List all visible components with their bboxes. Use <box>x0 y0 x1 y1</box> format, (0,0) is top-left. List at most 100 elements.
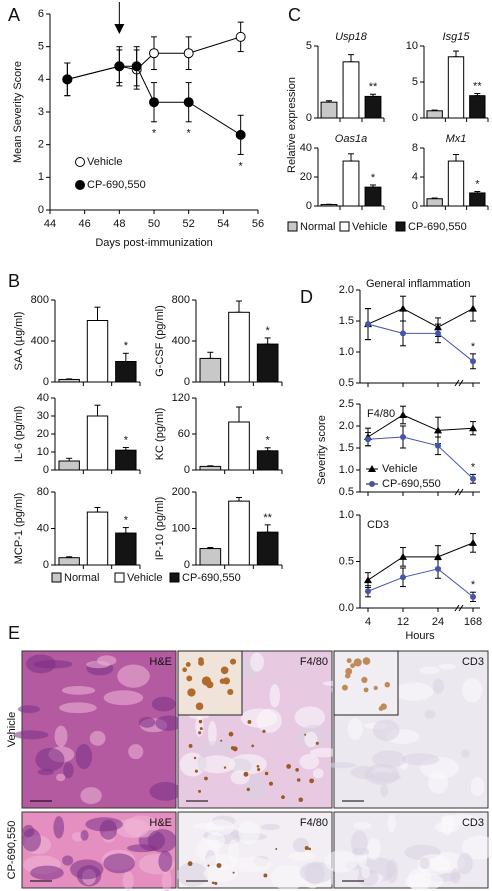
tissue-texture <box>198 755 236 774</box>
y-tick-label: 1.5 <box>339 315 354 327</box>
x-axis-label: Days post-immunization <box>95 237 212 249</box>
series-line <box>367 414 474 438</box>
tissue-texture <box>128 744 144 760</box>
tissue-texture <box>206 832 226 849</box>
legend-label: Vehicle <box>382 463 417 475</box>
significance: * <box>124 340 129 352</box>
y-tick-label: 40 <box>37 522 49 534</box>
y-tick-label: 0 <box>38 204 44 216</box>
point <box>62 74 73 85</box>
stain-dot <box>257 767 261 772</box>
y-tick-label: 0 <box>184 559 190 571</box>
image-label: CD3 <box>462 656 484 668</box>
stain-dot <box>298 797 304 803</box>
panel-title: Usp18 <box>335 31 368 43</box>
stain-dot <box>243 771 249 777</box>
tissue-texture <box>304 731 318 748</box>
y-tick-label: 40 <box>300 142 312 154</box>
legend-swatch <box>339 221 350 232</box>
tissue-texture <box>117 664 150 688</box>
y-tick-label: 5 <box>412 76 418 88</box>
y-tick-label: 0 <box>184 464 190 476</box>
point <box>365 436 371 443</box>
legend-label: Vehicle <box>87 156 122 168</box>
x-axis-label: Hours <box>405 630 435 642</box>
x-tick-label: 44 <box>44 218 56 230</box>
stain-dot <box>187 861 193 867</box>
stain-dot <box>262 729 266 733</box>
significance: * <box>239 160 244 172</box>
bar <box>115 532 137 566</box>
stain-dot <box>304 845 309 850</box>
stain-dot <box>309 778 314 784</box>
series-line <box>367 542 474 581</box>
tissue-texture <box>387 814 396 833</box>
tissue-texture <box>299 861 334 884</box>
panel-label: A <box>8 5 20 25</box>
panel-title: F4/80 <box>367 408 395 420</box>
tissue-texture <box>400 753 440 766</box>
y-tick-label: 4 <box>412 171 418 183</box>
bar <box>469 95 486 119</box>
point <box>400 330 406 337</box>
axis-break <box>458 604 464 612</box>
bar <box>228 421 250 471</box>
tissue-texture <box>155 715 183 731</box>
tissue-texture <box>62 855 74 866</box>
point <box>364 576 372 584</box>
tissue-texture <box>80 787 102 805</box>
inset-cell <box>353 658 362 667</box>
y-tick-label: 5 <box>38 41 44 53</box>
series-line <box>367 308 474 328</box>
stain-dot <box>263 873 268 878</box>
point <box>470 358 476 365</box>
stain-dot <box>207 864 210 867</box>
tissue-texture <box>197 741 236 755</box>
y-tick-label: 1.0 <box>339 346 354 358</box>
panel-title: Mx1 <box>446 133 467 145</box>
point <box>434 426 442 434</box>
y-tick-label: 0 <box>43 464 49 476</box>
tissue-texture <box>17 705 41 714</box>
axis-break <box>454 488 460 496</box>
tissue-texture <box>438 663 457 670</box>
tissue-texture <box>269 684 280 708</box>
inset-cell <box>363 687 369 693</box>
bar <box>115 449 137 471</box>
tissue-texture <box>260 823 280 831</box>
y-tick-label: 30 <box>37 410 49 422</box>
stain-dot <box>247 720 252 724</box>
tissue-image <box>177 650 340 809</box>
point <box>114 61 125 72</box>
tissue-image <box>324 811 492 891</box>
image-label: H&E <box>149 817 172 829</box>
bar <box>469 192 486 207</box>
y-tick-label: 8 <box>412 142 418 154</box>
inset-cell <box>362 658 368 663</box>
tissue-texture <box>270 864 306 891</box>
tissue-texture <box>385 859 399 884</box>
stain-dot <box>264 771 269 776</box>
tissue-image <box>176 811 339 891</box>
y-tick-label: 60 <box>178 428 190 440</box>
tissue-texture <box>114 818 150 838</box>
stain-dot <box>275 848 278 851</box>
stain-dot <box>308 847 311 851</box>
inset-cell <box>384 681 391 688</box>
stain-dot <box>198 789 202 793</box>
x-tick-label: 50 <box>148 218 160 230</box>
tissue-texture <box>103 853 135 874</box>
legend-label: CP-690,550 <box>408 221 467 233</box>
stain-dot <box>194 769 198 773</box>
stain-dot <box>296 778 301 782</box>
tissue-texture <box>208 720 217 747</box>
y-tick-label: 800 <box>172 294 190 306</box>
tissue-texture <box>69 859 104 880</box>
tissue-texture <box>327 762 357 769</box>
tissue-texture <box>250 652 264 672</box>
tissue-texture <box>427 771 449 794</box>
legend-marker <box>75 157 85 167</box>
tissue-texture <box>59 702 97 714</box>
significance: * <box>124 434 129 446</box>
point <box>470 475 476 482</box>
